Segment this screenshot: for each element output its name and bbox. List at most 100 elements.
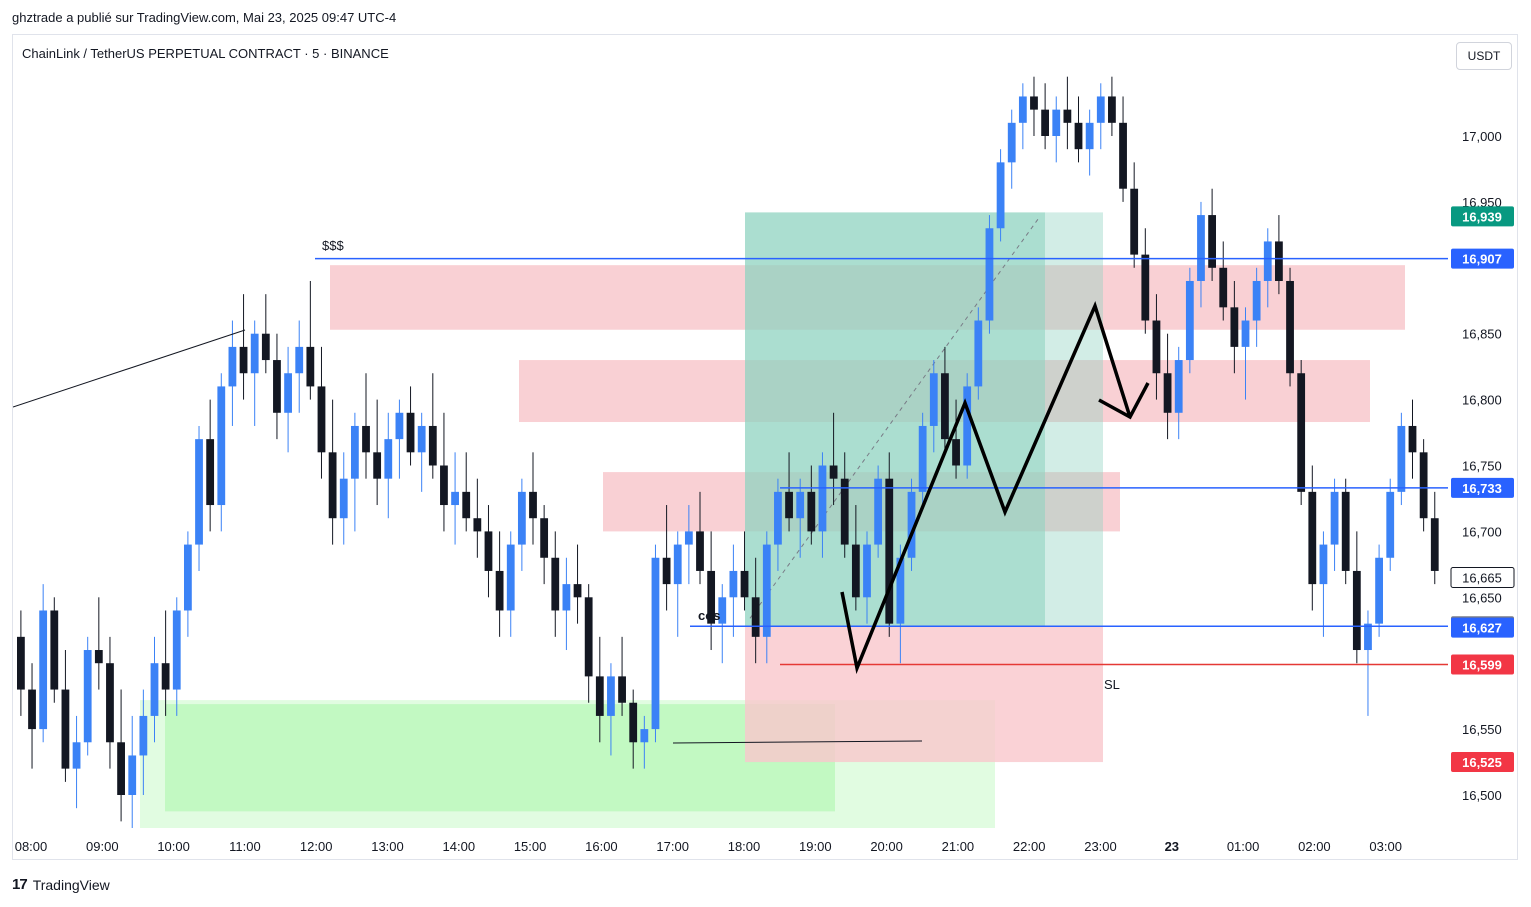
projection-arrowhead [1098,382,1150,420]
candle [1219,241,1228,321]
price-badge-label: 16,939 [1462,209,1502,224]
candle [139,689,148,795]
candle-body [1430,518,1439,571]
candle [384,412,393,519]
candle-body [1241,320,1250,347]
x-tick-label: 16:00 [585,839,618,854]
price-badge [1451,654,1514,675]
candle-body [273,360,281,413]
candle-body [1341,491,1350,571]
x-tick-label: 01:00 [1227,839,1260,854]
candle-body [362,425,370,453]
candle [1185,267,1194,374]
candle [250,320,259,426]
candle [1063,76,1072,150]
candle-body [106,663,114,743]
candle-body [72,742,81,769]
candle [1052,96,1061,163]
price-badge [1451,477,1514,498]
candle-body [1130,188,1139,255]
candle-body [117,742,125,795]
candle [28,663,36,769]
candle-body [1197,215,1205,281]
candle [295,320,304,413]
candle [417,412,426,492]
candle-body [874,478,883,545]
candle-body [1119,122,1127,189]
candle [874,465,883,558]
candle [150,636,159,743]
candle-body [885,478,894,624]
candle [640,715,649,769]
candle [94,597,103,690]
liquidity-label: $$$ [322,238,344,253]
candle [662,505,671,611]
candle [50,597,59,703]
candle-body [339,478,348,519]
candle-body [985,228,994,321]
candle [907,478,916,571]
y-tick-label: 16,650 [1462,590,1502,605]
price-badge-label: 16,665 [1462,571,1502,586]
candle [239,294,248,400]
candle-body [295,346,304,374]
candle-body [1185,280,1194,361]
candle-body [161,663,170,690]
candle-body [261,333,270,361]
candle [1252,267,1261,347]
candle [996,149,1005,242]
candle-body [406,412,415,453]
candle [440,412,448,532]
candle [1130,162,1139,268]
x-tick-label: 22:00 [1013,839,1046,854]
candle [718,584,727,664]
candle-body [707,570,716,624]
candle-body [1108,96,1116,123]
symbol-title[interactable]: ChainLink / TetherUS PERPETUAL CONTRACT … [22,46,389,61]
price-badge [1451,248,1514,269]
candle-body [1364,623,1372,651]
candle [1286,267,1294,387]
candle-body [183,544,192,611]
candle-body [529,491,537,519]
candle-body [584,597,593,677]
candle-body [963,386,972,466]
candle [762,531,771,664]
candle [551,531,560,637]
candle [1018,83,1027,150]
demand-zone [165,704,835,812]
candle [1174,346,1183,440]
currency-button[interactable]: USDT [1456,42,1512,70]
candle [484,505,493,598]
plot-area: $$$ cos SL [13,76,1448,828]
candle-body [684,531,693,545]
candle [1330,478,1339,571]
candle-body [284,373,292,413]
y-tick-label: 16,700 [1462,524,1502,539]
candle [1074,96,1083,163]
y-tick-label: 16,850 [1462,327,1502,342]
candle-body [1018,96,1027,123]
candle [1275,215,1283,295]
support-line [672,740,923,744]
candle-body [428,425,437,466]
candle-body [306,346,315,387]
candle [328,399,337,545]
candle [506,531,515,637]
x-tick-label: 03:00 [1369,839,1402,854]
candle-body [595,676,604,716]
candle [540,505,549,585]
x-tick-label: 18:00 [728,839,761,854]
candle [1263,228,1272,308]
candle-body [239,346,248,374]
y-tick-label: 16,750 [1462,459,1502,474]
candle-body [451,491,459,506]
candle [1319,531,1328,637]
candle-body [762,544,771,637]
candle-body [818,465,827,532]
candle [61,650,70,782]
footer-brand[interactable]: 17 TradingView [12,876,110,893]
candle-body [651,557,660,730]
x-tick-label: 14:00 [443,839,476,854]
